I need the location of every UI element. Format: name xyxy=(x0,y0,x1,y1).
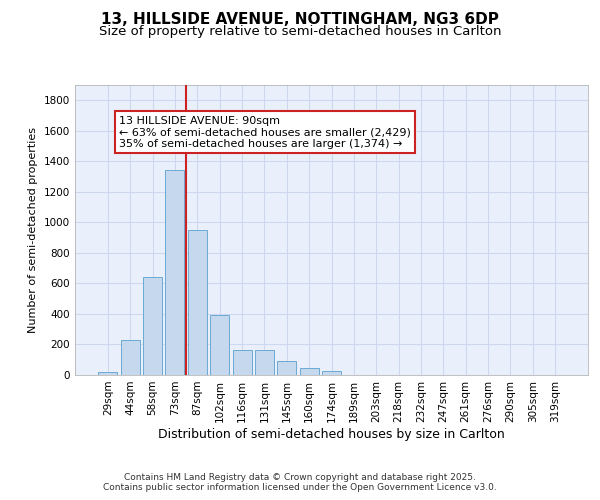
Bar xyxy=(166,170,184,375)
Bar xyxy=(299,368,319,375)
Bar xyxy=(322,371,341,375)
Text: 13 HILLSIDE AVENUE: 90sqm
← 63% of semi-detached houses are smaller (2,429)
35% : 13 HILLSIDE AVENUE: 90sqm ← 63% of semi-… xyxy=(119,116,411,148)
Bar xyxy=(233,350,251,375)
X-axis label: Distribution of semi-detached houses by size in Carlton: Distribution of semi-detached houses by … xyxy=(158,428,505,440)
Y-axis label: Number of semi-detached properties: Number of semi-detached properties xyxy=(28,127,38,333)
Bar xyxy=(188,230,207,375)
Bar xyxy=(210,316,229,375)
Bar xyxy=(98,372,118,375)
Text: 13, HILLSIDE AVENUE, NOTTINGHAM, NG3 6DP: 13, HILLSIDE AVENUE, NOTTINGHAM, NG3 6DP xyxy=(101,12,499,28)
Bar xyxy=(255,350,274,375)
Bar xyxy=(143,278,162,375)
Text: Size of property relative to semi-detached houses in Carlton: Size of property relative to semi-detach… xyxy=(99,25,501,38)
Text: Contains HM Land Registry data © Crown copyright and database right 2025.
Contai: Contains HM Land Registry data © Crown c… xyxy=(103,473,497,492)
Bar xyxy=(277,362,296,375)
Bar xyxy=(121,340,140,375)
